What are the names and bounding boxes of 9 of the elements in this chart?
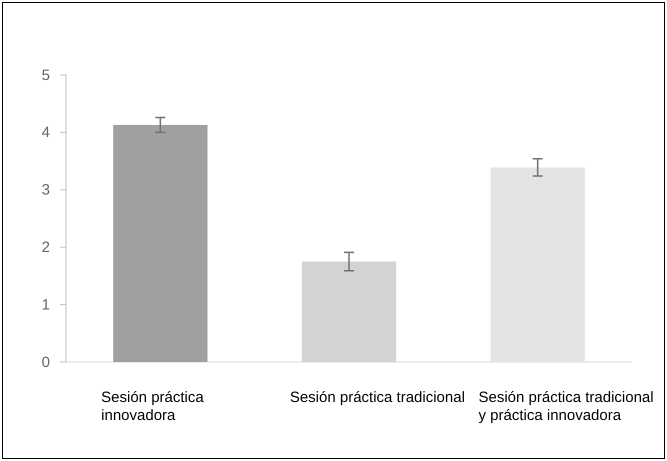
x-tick-label: Sesión práctica innovadora: [101, 389, 204, 424]
y-tick-label: 4: [42, 124, 50, 142]
y-tick-label: 1: [42, 296, 50, 314]
y-tick-label: 3: [42, 182, 50, 199]
y-tick-label: 0: [42, 354, 50, 371]
x-tick-label: Sesión práctica tradicional: [290, 389, 465, 406]
y-tick-label: 5: [42, 66, 50, 84]
x-tick-label: Sesión práctica tradicional y práctica innovadora: [478, 389, 654, 424]
y-tick-label: 2: [42, 239, 50, 256]
